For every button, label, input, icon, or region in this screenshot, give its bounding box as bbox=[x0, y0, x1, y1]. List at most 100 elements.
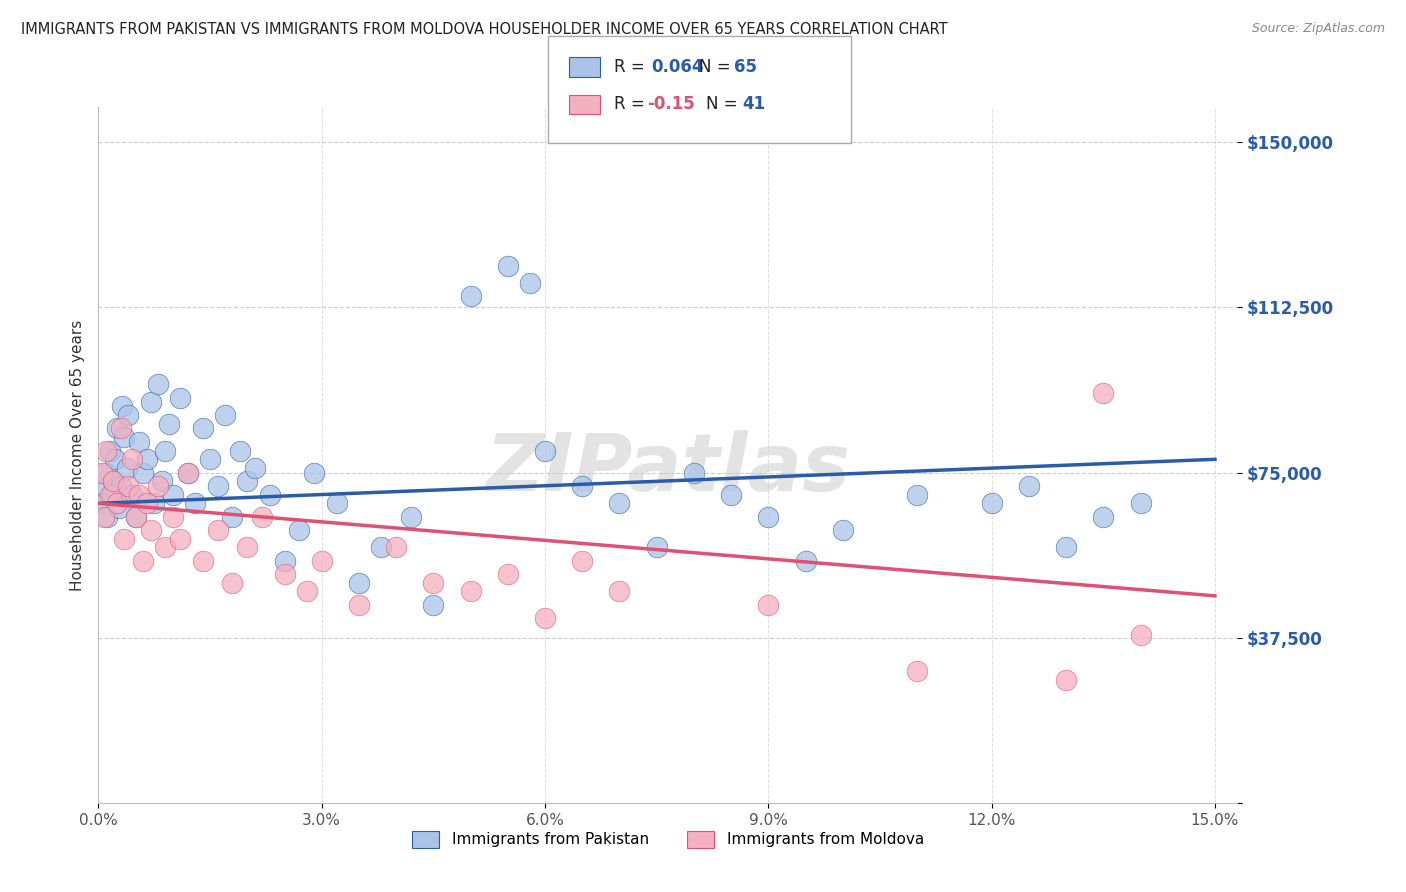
Point bbox=[460, 584, 482, 599]
Point bbox=[288, 523, 311, 537]
Text: R =: R = bbox=[614, 58, 651, 76]
Point bbox=[177, 466, 200, 480]
Y-axis label: Householder Income Over 65 years: Householder Income Over 65 years bbox=[69, 319, 84, 591]
Point bbox=[311, 553, 333, 567]
Point bbox=[571, 553, 593, 567]
Text: -0.15: -0.15 bbox=[647, 95, 695, 113]
Text: 41: 41 bbox=[742, 95, 765, 113]
Point bbox=[91, 479, 114, 493]
Point bbox=[155, 541, 177, 555]
Text: N =: N = bbox=[706, 95, 742, 113]
Legend: Immigrants from Pakistan, Immigrants from Moldova: Immigrants from Pakistan, Immigrants fro… bbox=[406, 824, 929, 855]
Point bbox=[609, 584, 631, 599]
Point bbox=[831, 523, 853, 537]
Point bbox=[207, 479, 229, 493]
Point bbox=[295, 584, 318, 599]
Point bbox=[191, 553, 214, 567]
Point bbox=[422, 598, 444, 612]
Point bbox=[534, 611, 557, 625]
Point bbox=[325, 496, 347, 510]
Point bbox=[135, 496, 157, 510]
Point bbox=[117, 479, 139, 493]
Point bbox=[1129, 628, 1152, 642]
Point bbox=[108, 500, 131, 515]
Point bbox=[756, 598, 779, 612]
Point bbox=[198, 452, 221, 467]
Point bbox=[794, 553, 817, 567]
Point bbox=[162, 509, 184, 524]
Point bbox=[96, 509, 118, 524]
Point bbox=[139, 523, 162, 537]
Point bbox=[534, 443, 557, 458]
Point bbox=[103, 475, 125, 489]
Text: 0.064: 0.064 bbox=[651, 58, 703, 76]
Point bbox=[93, 509, 115, 524]
Point bbox=[114, 430, 136, 444]
Point bbox=[93, 496, 115, 510]
Point bbox=[243, 461, 266, 475]
Point bbox=[169, 532, 191, 546]
Text: Source: ZipAtlas.com: Source: ZipAtlas.com bbox=[1251, 22, 1385, 36]
Point bbox=[117, 409, 139, 423]
Point bbox=[132, 553, 155, 567]
Text: 65: 65 bbox=[734, 58, 756, 76]
Point bbox=[422, 575, 444, 590]
Point bbox=[98, 487, 121, 501]
Point bbox=[162, 487, 184, 501]
Point bbox=[683, 466, 706, 480]
Point bbox=[221, 575, 243, 590]
Point bbox=[115, 461, 138, 475]
Point bbox=[124, 509, 146, 524]
Point bbox=[143, 496, 166, 510]
Point bbox=[103, 475, 125, 489]
Point bbox=[121, 487, 143, 501]
Point bbox=[645, 541, 668, 555]
Point bbox=[110, 479, 132, 493]
Point bbox=[184, 496, 207, 510]
Point bbox=[519, 276, 541, 290]
Point bbox=[250, 509, 273, 524]
Point bbox=[128, 487, 150, 501]
Point bbox=[207, 523, 229, 537]
Point bbox=[1054, 673, 1077, 687]
Point bbox=[1129, 496, 1152, 510]
Point bbox=[177, 466, 200, 480]
Point bbox=[91, 466, 114, 480]
Point bbox=[980, 496, 1002, 510]
Point bbox=[98, 443, 121, 458]
Point bbox=[385, 541, 408, 555]
Point bbox=[155, 443, 177, 458]
Point bbox=[259, 487, 281, 501]
Point bbox=[304, 466, 326, 480]
Point bbox=[460, 289, 482, 303]
Point bbox=[114, 532, 136, 546]
Point bbox=[94, 443, 117, 458]
Point bbox=[273, 553, 295, 567]
Point bbox=[124, 509, 146, 524]
Point bbox=[347, 575, 370, 590]
Point bbox=[571, 479, 593, 493]
Point bbox=[110, 421, 132, 435]
Point bbox=[132, 466, 155, 480]
Point bbox=[157, 417, 180, 431]
Point bbox=[236, 541, 259, 555]
Point bbox=[169, 391, 191, 405]
Point bbox=[146, 479, 169, 493]
Point bbox=[1018, 479, 1040, 493]
Point bbox=[609, 496, 631, 510]
Point bbox=[399, 509, 422, 524]
Point bbox=[135, 452, 157, 467]
Text: R =: R = bbox=[614, 95, 651, 113]
Point bbox=[236, 475, 259, 489]
Text: IMMIGRANTS FROM PAKISTAN VS IMMIGRANTS FROM MOLDOVA HOUSEHOLDER INCOME OVER 65 Y: IMMIGRANTS FROM PAKISTAN VS IMMIGRANTS F… bbox=[21, 22, 948, 37]
Point bbox=[146, 377, 169, 392]
Point bbox=[756, 509, 779, 524]
Point bbox=[150, 475, 173, 489]
Point bbox=[128, 434, 150, 449]
Point bbox=[1092, 509, 1115, 524]
Text: ZIPatlas: ZIPatlas bbox=[485, 430, 851, 508]
Point bbox=[905, 487, 928, 501]
Point bbox=[121, 452, 143, 467]
Point bbox=[111, 400, 134, 414]
Point bbox=[191, 421, 214, 435]
